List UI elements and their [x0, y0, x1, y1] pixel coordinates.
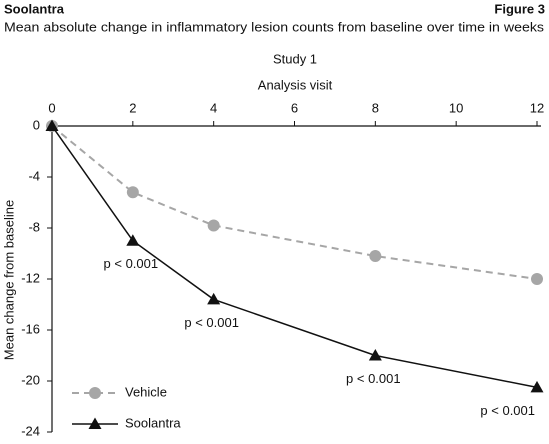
data-point [207, 292, 221, 305]
y-tick-label: -4 [28, 168, 40, 183]
x-tick-label: 8 [372, 100, 379, 115]
annotation: p < 0.001 [184, 315, 239, 330]
y-tick-label: -20 [21, 372, 40, 387]
series-line [51, 125, 538, 280]
x-tick-label: 0 [48, 100, 55, 115]
figure-label: Figure 3 [494, 1, 545, 16]
annotation: p < 0.001 [104, 256, 159, 271]
x-tick-label: 10 [449, 100, 463, 115]
x-tick-label: 2 [129, 100, 136, 115]
y-tick-label: 0 [33, 117, 40, 132]
annotation: p < 0.001 [480, 403, 535, 418]
x-tick-label: 4 [210, 100, 217, 115]
x-tick-label: 12 [530, 100, 544, 115]
data-point [368, 349, 382, 361]
data-point [531, 273, 543, 285]
y-axis-label: Mean change from baseline [1, 200, 16, 360]
data-point [207, 219, 220, 232]
legend-marker [88, 417, 102, 429]
data-point [45, 119, 59, 131]
x-axis-label: Analysis visit [258, 77, 333, 92]
annotation: p < 0.001 [346, 371, 401, 386]
data-point [369, 250, 382, 263]
x-tick-label: 6 [291, 100, 298, 115]
y-tick-label: -24 [21, 423, 40, 438]
y-tick-label: -16 [21, 321, 40, 336]
chart-subtitle: Study 1 [273, 51, 317, 66]
y-tick-label: -8 [28, 219, 40, 234]
header: Soolantra [4, 1, 65, 16]
legend-label: Vehicle [125, 384, 167, 399]
legend-marker [89, 387, 101, 399]
data-point [126, 234, 140, 246]
data-point [126, 186, 139, 199]
data-point [530, 380, 544, 393]
chart-title: Mean absolute change in inflammatory les… [4, 19, 545, 34]
legend-label: Soolantra [125, 415, 181, 430]
y-tick-label: -12 [21, 270, 40, 285]
